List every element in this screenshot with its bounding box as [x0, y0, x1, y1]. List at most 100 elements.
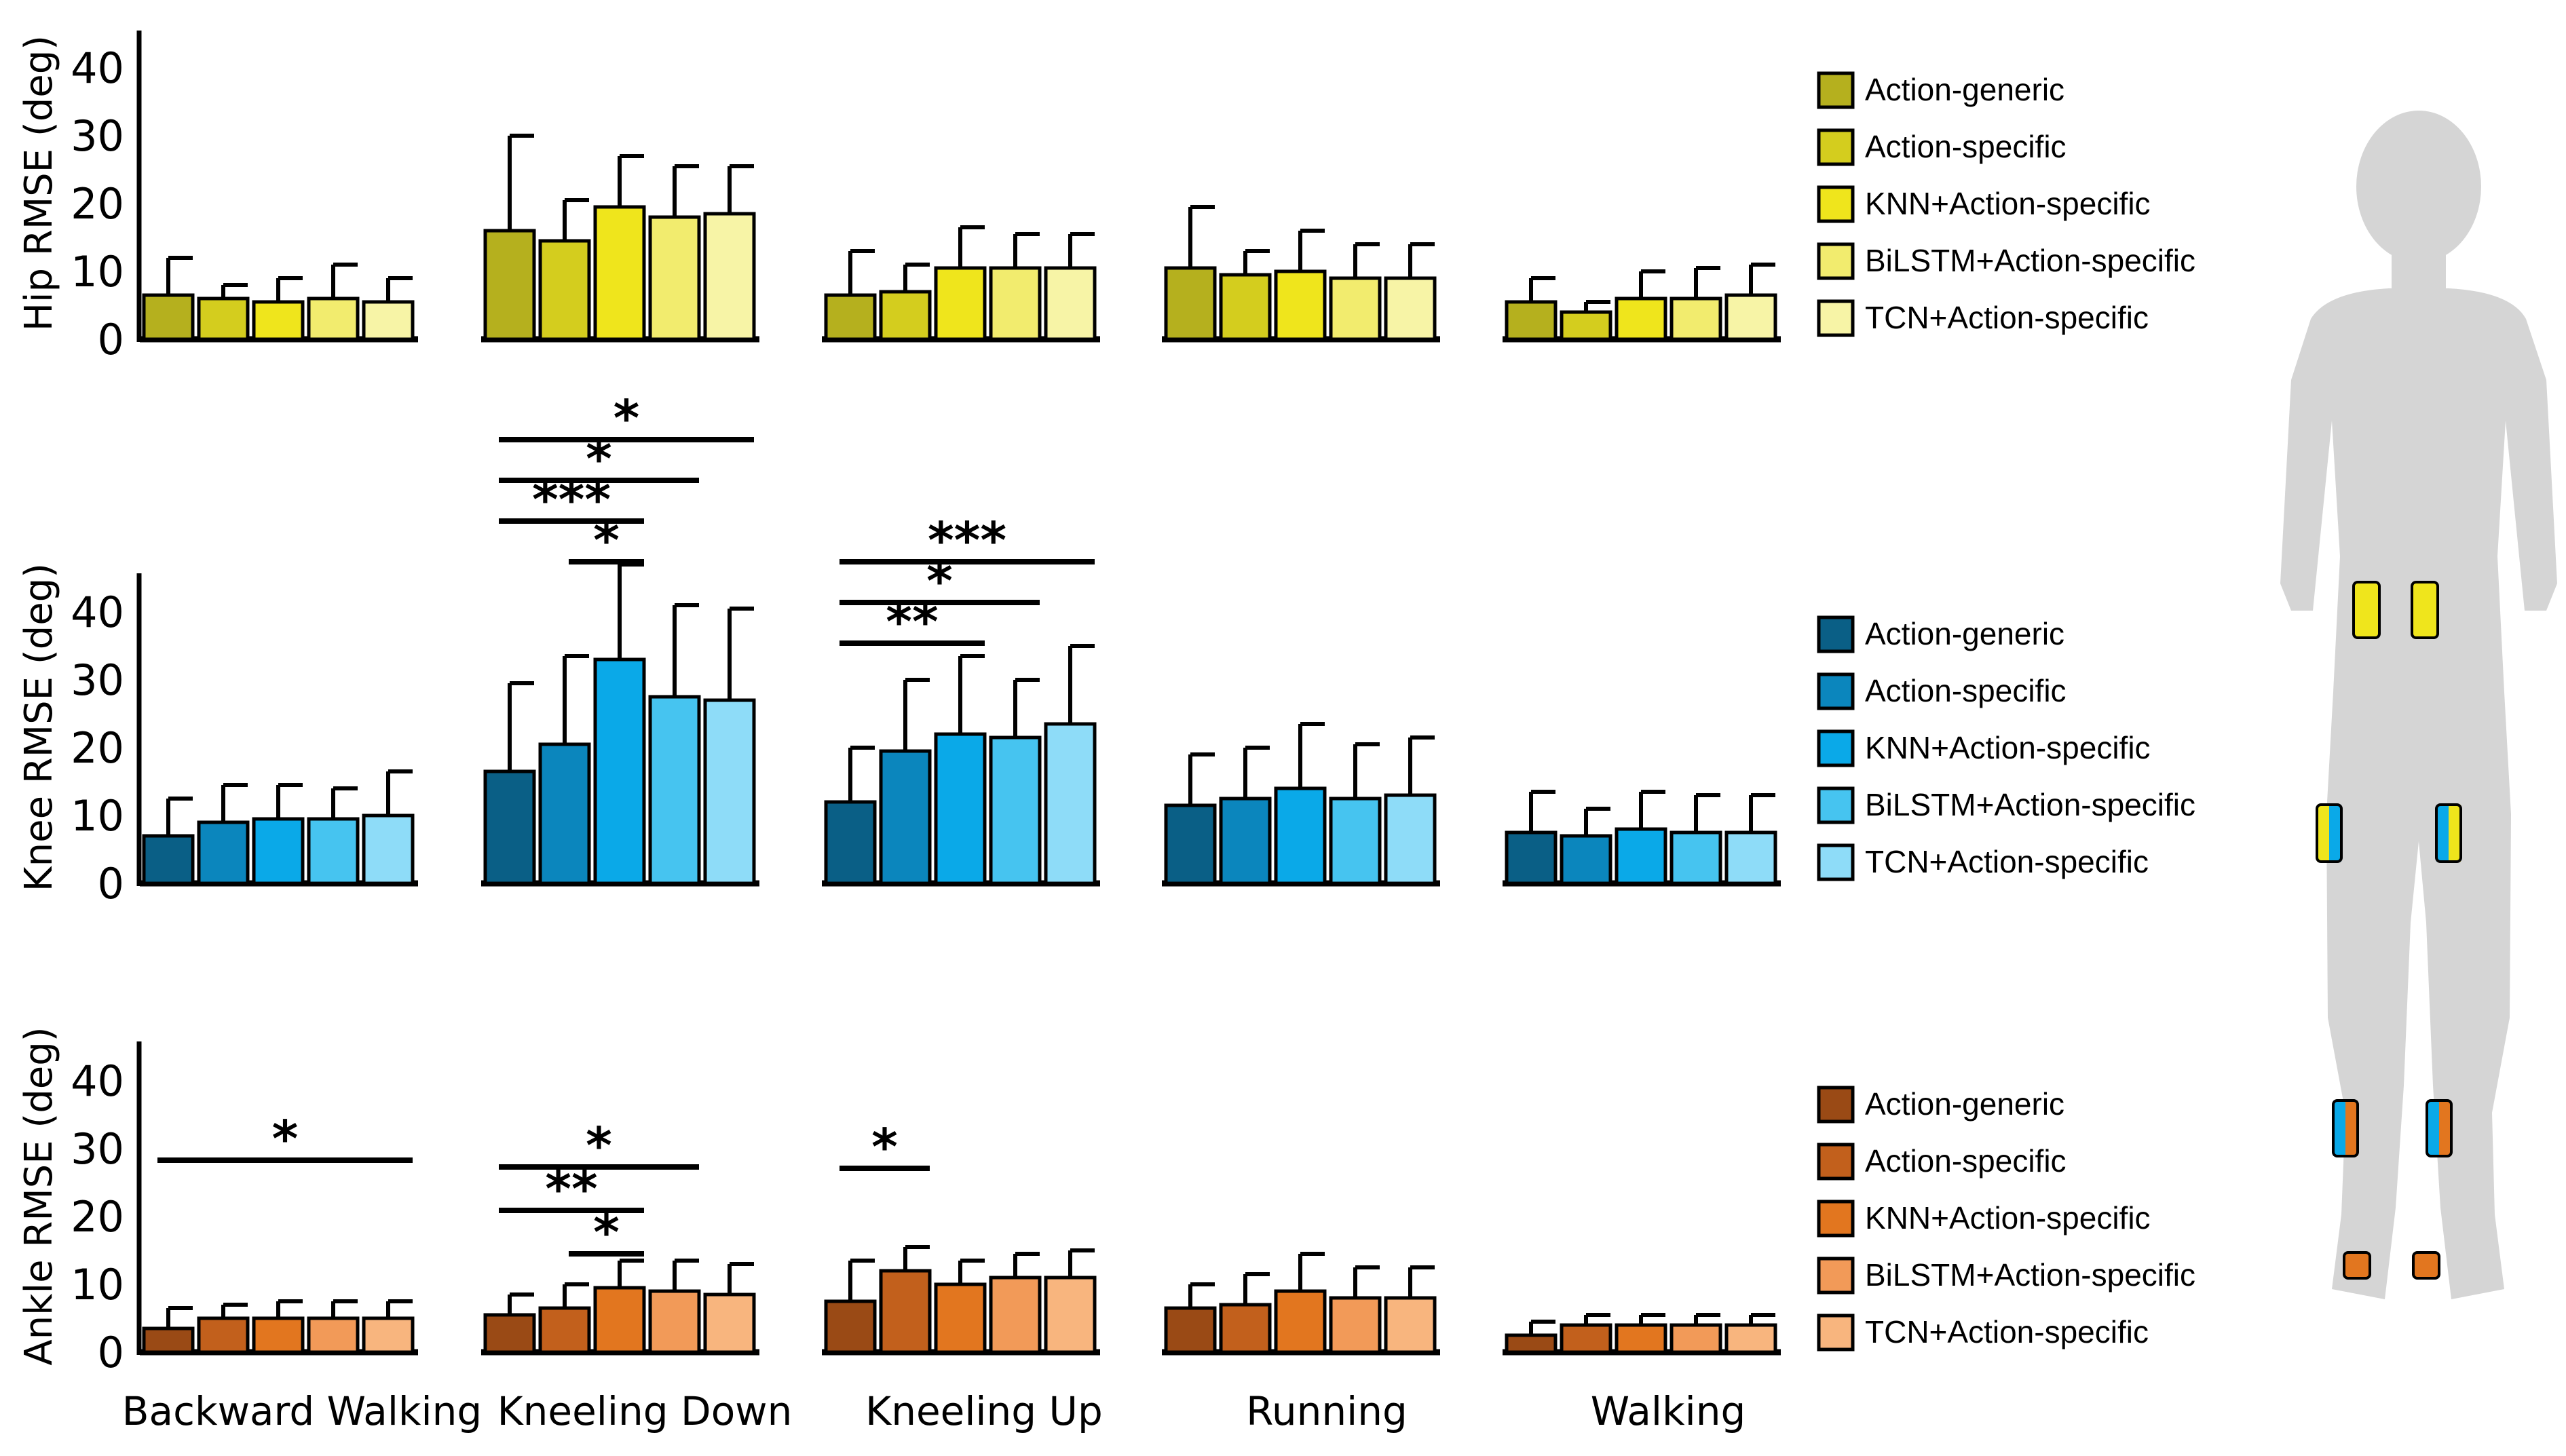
legend-item: Action-specific: [1817, 1143, 2067, 1181]
significance-label: *: [586, 430, 612, 488]
bar: [1669, 830, 1722, 885]
bar: [142, 293, 195, 341]
bar: [1669, 296, 1722, 341]
bar-group: [1503, 263, 1781, 343]
bar-group: [140, 769, 418, 887]
significance-label: **: [545, 1160, 597, 1219]
legend-item: BiLSTM+Action-specific: [1817, 1257, 2195, 1295]
x-category-label: Kneeling Down: [497, 1388, 793, 1434]
y-tick-label: 10: [71, 1260, 124, 1309]
bar-group: [1162, 722, 1440, 887]
bar-group: [1162, 1252, 1440, 1356]
x-category-label: Running: [1246, 1388, 1408, 1434]
bar-group: [481, 134, 759, 343]
bar: [1724, 293, 1777, 341]
y-tick-label: 10: [71, 791, 124, 841]
bar: [1329, 1296, 1382, 1354]
bar-group: [822, 1245, 1100, 1356]
significance-marker: *: [499, 389, 754, 448]
legend-label: Action-generic: [1865, 1086, 2064, 1122]
legend-swatch: [1817, 1086, 1855, 1124]
legend-label: Action-specific: [1865, 673, 2067, 708]
legend-item: TCN+Action-specific: [1817, 1314, 2149, 1352]
legend-swatch: [1817, 1200, 1855, 1238]
x-category-label: Walking: [1591, 1388, 1746, 1434]
bar-group: [481, 1259, 759, 1356]
sensor-half: [2329, 805, 2341, 862]
x-category-label: Kneeling Up: [865, 1388, 1103, 1434]
bar-group: [140, 256, 418, 343]
bar: [1274, 786, 1327, 885]
bar: [934, 266, 987, 341]
bar: [648, 695, 701, 885]
sensor-body: [2352, 581, 2381, 639]
bar: [1669, 1323, 1722, 1354]
human-silhouette-icon: [2280, 111, 2557, 1299]
significance-label: *: [614, 389, 640, 448]
legend-swatch: [1817, 242, 1855, 280]
sensor-half: [2439, 1100, 2451, 1156]
legend-item: Action-specific: [1817, 128, 2067, 166]
bar: [252, 300, 305, 341]
bar: [142, 1326, 195, 1354]
bar: [1219, 1303, 1272, 1354]
bar: [483, 1313, 536, 1354]
legend-label: TCN+Action-specific: [1865, 844, 2149, 879]
bar: [879, 749, 932, 885]
significance-marker: *: [569, 512, 644, 570]
significance-label: *: [593, 512, 620, 570]
bar: [307, 1316, 360, 1354]
legend-label: KNN+Action-specific: [1865, 730, 2151, 765]
significance-label: *: [272, 1110, 299, 1168]
legend-label: TCN+Action-specific: [1865, 1314, 2149, 1349]
significance-label: ***: [532, 471, 611, 529]
sensor-half: [2317, 805, 2329, 862]
bar: [989, 266, 1042, 341]
bar: [1724, 830, 1777, 885]
bar: [1615, 1323, 1667, 1354]
significance-marker: ***: [839, 512, 1095, 570]
y-tick-label: 20: [71, 1192, 124, 1242]
bar: [934, 1282, 987, 1354]
significance-marker: *: [569, 1204, 644, 1262]
significance-label: ***: [928, 512, 1006, 570]
legend-item: KNN+Action-specific: [1817, 185, 2151, 223]
y-tick-label: 0: [98, 315, 124, 364]
bar: [989, 735, 1042, 885]
legend-label: BiLSTM+Action-specific: [1865, 1257, 2195, 1292]
significance-label: **: [886, 593, 938, 651]
sensor-outline: [2332, 1099, 2359, 1157]
legend-swatch: [1817, 185, 1855, 223]
imu-sensor-icon: [2352, 581, 2381, 639]
bar: [1044, 266, 1097, 341]
legend-item: Action-generic: [1817, 1086, 2064, 1124]
bar: [1505, 1333, 1558, 1354]
legend-label: BiLSTM+Action-specific: [1865, 243, 2195, 278]
legend-swatch: [1817, 729, 1855, 767]
sensor-body: [2343, 1251, 2371, 1280]
sensor-half: [2427, 1100, 2439, 1156]
legend-item: KNN+Action-specific: [1817, 729, 2151, 767]
imu-sensor-icon: [2332, 1099, 2359, 1157]
significance-label: *: [586, 1117, 612, 1175]
bar: [593, 205, 646, 341]
significance-label: *: [871, 1118, 898, 1176]
sensor-half: [2449, 805, 2461, 862]
significance-marker: **: [839, 593, 985, 651]
bar: [934, 732, 987, 885]
legend-swatch: [1817, 1143, 1855, 1181]
legend-label: TCN+Action-specific: [1865, 300, 2149, 335]
sensor-outline: [2316, 803, 2343, 863]
bar: [1505, 300, 1558, 341]
legend-label: Action-specific: [1865, 129, 2067, 164]
legend-swatch: [1817, 672, 1855, 710]
legend-item: Action-generic: [1817, 615, 2064, 653]
y-tick-label: 40: [71, 588, 124, 637]
bar: [879, 290, 932, 341]
bar: [197, 1316, 250, 1354]
bar: [1560, 834, 1612, 885]
bar: [197, 820, 250, 885]
